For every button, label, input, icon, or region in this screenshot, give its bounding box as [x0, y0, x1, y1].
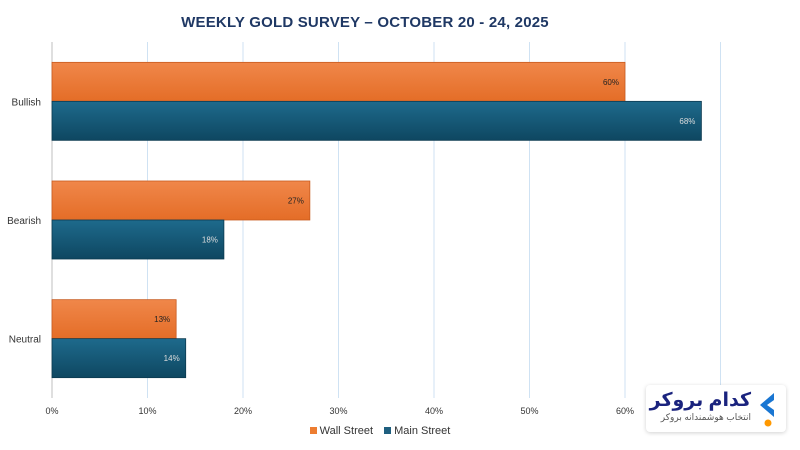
- legend-swatch-main-street: [384, 427, 392, 434]
- x-tick-label: 40%: [425, 406, 443, 416]
- brand-watermark-badge: کدام بروکر انتخاب هوشمندانه بروکر: [646, 385, 786, 432]
- x-tick-label: 10%: [138, 406, 156, 416]
- data-label-wall-street-neutral: 13%: [154, 315, 170, 324]
- bar-main-street-bullish: [51, 100, 702, 141]
- x-tick-label: 60%: [616, 406, 634, 416]
- bar-main-street-bearish: [51, 219, 225, 260]
- chart-title: WEEKLY GOLD SURVEY – OCTOBER 20 - 24, 20…: [181, 14, 549, 31]
- legend-label-main-street: Main Street: [394, 425, 451, 437]
- legend-swatch-wall-street: [309, 427, 317, 434]
- y-category-label-bearish: Bearish: [7, 216, 41, 227]
- legend-item-main-street: Main Street: [384, 425, 450, 437]
- brand-logo-icon: [760, 393, 774, 427]
- bar-wall-street-bullish: [51, 61, 626, 102]
- x-tick-label: 20%: [234, 406, 252, 416]
- data-label-main-street-bullish: 68%: [679, 117, 695, 126]
- data-label-main-street-neutral: 14%: [164, 354, 180, 363]
- x-tick-label: 30%: [329, 406, 347, 416]
- x-tick-label: 0%: [45, 406, 58, 416]
- y-category-label-neutral: Neutral: [9, 335, 41, 346]
- brand-tagline: انتخاب هوشمندانه بروکر: [660, 412, 751, 422]
- data-label-wall-street-bearish: 27%: [288, 197, 304, 206]
- bar-wall-street-neutral: [51, 299, 177, 340]
- x-tick-label: 50%: [520, 406, 538, 416]
- legend-item-wall-street: Wall Street: [309, 425, 374, 437]
- brand-name: کدام بروکر: [649, 390, 751, 411]
- bar-main-street-neutral: [51, 338, 187, 379]
- y-category-label-bullish: Bullish: [12, 97, 41, 108]
- data-label-main-street-bearish: 18%: [202, 236, 218, 245]
- data-label-wall-street-bullish: 60%: [603, 78, 619, 87]
- bar-wall-street-bearish: [51, 180, 311, 221]
- legend-label-wall-street: Wall Street: [319, 425, 374, 437]
- chart-legend: Wall Street Main Street: [0, 425, 760, 437]
